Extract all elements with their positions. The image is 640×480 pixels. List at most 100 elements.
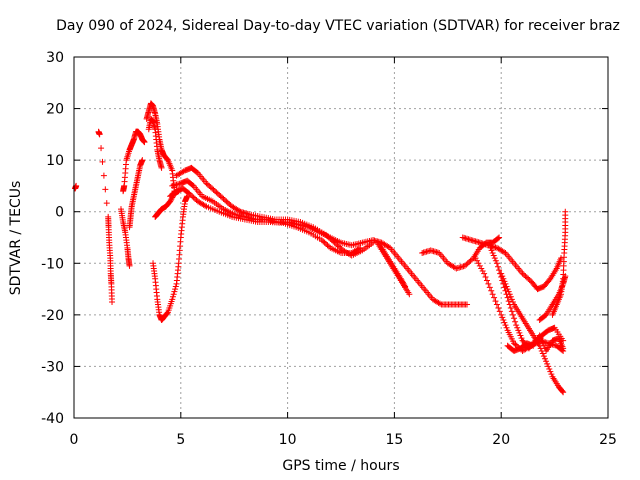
data-point — [211, 188, 218, 195]
data-point — [164, 156, 171, 163]
plot-frame — [73, 56, 609, 419]
data-point — [491, 255, 498, 262]
data-point — [540, 342, 547, 349]
data-point — [519, 270, 526, 277]
data-point — [494, 263, 501, 270]
data-point — [398, 277, 405, 284]
data-point — [498, 270, 505, 277]
data-point — [355, 245, 362, 252]
data-point — [158, 164, 165, 171]
data-point — [539, 350, 546, 357]
data-point — [469, 256, 476, 263]
data-point — [385, 243, 392, 250]
data-point — [172, 283, 179, 290]
data-point — [333, 240, 340, 247]
data-point — [558, 255, 565, 262]
data-point — [537, 335, 544, 342]
data-point — [192, 195, 199, 202]
data-point — [102, 186, 109, 193]
data-point — [464, 301, 471, 308]
data-point — [545, 363, 552, 370]
data-point — [324, 242, 331, 249]
data-point — [503, 324, 510, 331]
data-point — [548, 371, 555, 378]
data-point — [171, 288, 178, 295]
x-axis-label: GPS time / hours — [282, 458, 399, 474]
data-point — [436, 300, 443, 307]
y-tick-label: -10 — [41, 256, 64, 272]
data-point — [325, 243, 332, 250]
data-point — [541, 355, 548, 362]
data-point — [492, 298, 499, 305]
data-point — [512, 341, 519, 348]
data-point — [164, 310, 171, 317]
data-point — [509, 298, 516, 305]
data-point — [481, 270, 488, 277]
data-point — [476, 262, 483, 269]
data-point — [515, 327, 522, 334]
data-point — [522, 273, 529, 280]
data-point — [496, 234, 503, 241]
data-point — [207, 184, 214, 191]
series-r-tail — [504, 332, 567, 354]
data-point — [544, 360, 551, 367]
series-mid-right — [419, 234, 503, 272]
data-point — [499, 273, 506, 280]
data-points — [72, 100, 569, 396]
x-tick-label: 0 — [70, 432, 79, 448]
data-point — [475, 260, 482, 267]
data-point — [490, 252, 497, 259]
data-point — [513, 322, 520, 329]
data-point — [525, 275, 532, 282]
y-tick-label: -20 — [41, 308, 64, 324]
data-point — [504, 294, 511, 301]
data-point — [337, 244, 344, 251]
data-point — [325, 234, 332, 241]
y-tick-label: 10 — [46, 153, 64, 169]
data-point — [516, 329, 523, 336]
data-point — [546, 277, 553, 284]
data-point — [236, 207, 243, 214]
data-point — [170, 291, 177, 298]
data-point — [512, 318, 519, 325]
data-point — [546, 366, 553, 373]
data-point — [204, 181, 211, 188]
series-arc-1a — [95, 128, 116, 305]
data-point — [357, 244, 364, 251]
data-point — [406, 291, 413, 298]
series-arc-1b — [117, 206, 133, 269]
series-main-b — [173, 164, 377, 259]
data-point — [502, 280, 509, 287]
data-point — [493, 260, 500, 267]
data-point — [401, 282, 408, 289]
series-low-arc — [152, 188, 182, 220]
x-tick-label: 20 — [492, 432, 510, 448]
series-dip — [150, 193, 191, 324]
data-point — [209, 185, 216, 192]
data-point — [482, 274, 489, 281]
data-point — [399, 279, 406, 286]
data-point — [495, 304, 502, 311]
y-tick-label: -40 — [41, 411, 64, 427]
data-point — [514, 324, 521, 331]
data-point — [559, 388, 566, 395]
data-point — [203, 180, 210, 187]
data-point — [331, 239, 338, 246]
y-axis-label: SDTVAR / TECUs — [8, 181, 24, 296]
data-point — [491, 294, 498, 301]
data-point — [213, 189, 220, 196]
x-tick-label: 15 — [385, 432, 403, 448]
data-point — [216, 191, 223, 198]
data-point — [479, 268, 486, 275]
data-point — [210, 186, 217, 193]
data-point — [189, 193, 196, 200]
data-point — [520, 271, 527, 278]
data-point — [334, 242, 341, 249]
data-point — [487, 244, 494, 251]
data-point — [473, 257, 480, 264]
data-point — [220, 195, 227, 202]
data-point — [500, 317, 507, 324]
data-point — [488, 287, 495, 294]
data-point — [139, 157, 146, 164]
data-point — [100, 172, 107, 179]
